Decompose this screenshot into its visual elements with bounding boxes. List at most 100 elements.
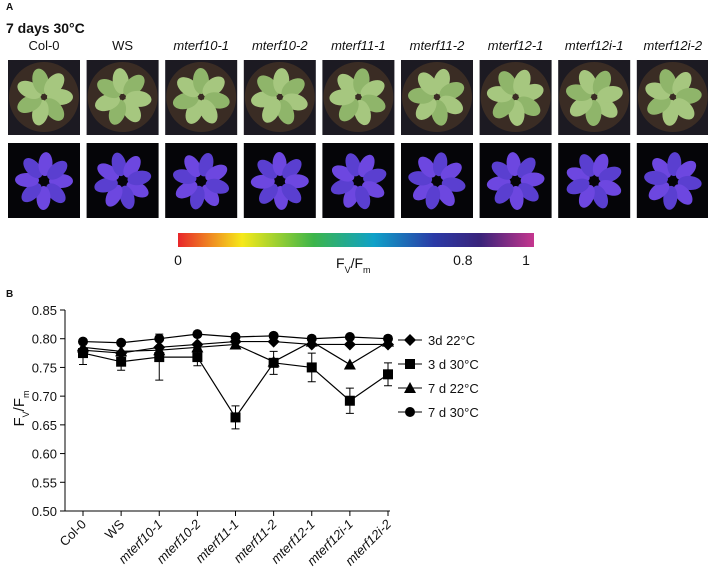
label-part: m [21,390,31,398]
legend-label: 3d 22°C [428,333,475,348]
axis-label: FV/Fm [11,390,31,426]
panel-label: B [6,289,13,300]
legend-label: 3 d 30°C [428,357,479,372]
genotype-label: mterf10-1 [173,38,229,53]
fluor-leaf [418,156,437,178]
fluor-leaf [509,186,524,210]
panel-title: 7 days 30°C [6,20,85,36]
fluor-leaf [282,159,302,179]
fluor-leaf [257,159,278,179]
point [306,362,317,373]
fluor-leaf [644,170,668,186]
point [116,356,127,367]
fluor-leaf [425,185,441,210]
fluor-leaf [648,181,670,201]
fluor-leaf [184,155,202,178]
point [77,341,89,353]
point [344,395,355,406]
y-tick-label: 0.65 [32,418,57,433]
leaf [262,98,281,123]
y-tick-label: 0.75 [32,360,57,375]
leaf [578,70,598,95]
legend-label: 7 d 22°C [428,381,479,396]
y-tick-label: 0.55 [32,475,57,490]
x-tick-label: WS [102,516,128,542]
leaf [43,98,65,121]
leaf [417,72,439,96]
point [116,337,127,348]
colorbar-tick-label: 0.8 [453,252,473,268]
label-part: /F [351,255,363,271]
fluor-leaf [345,153,361,177]
leaf [597,86,623,103]
leaf [125,90,152,107]
fluor-leaf [119,185,135,210]
point [383,333,393,344]
leaf [439,82,465,101]
fluor-leaf [47,160,68,180]
legend-marker [405,407,415,417]
colorbar-tick-label: 1 [522,252,530,268]
leaf [672,98,695,120]
fluor-photo [165,143,238,218]
leaf [360,80,385,100]
point [115,345,128,357]
genotype-label: mterf10-2 [252,38,308,53]
fluor-leaf [440,162,462,181]
leaf [276,99,295,125]
leaf [17,94,42,114]
leaf [492,96,515,119]
genotype-label: mterf12i-2 [644,38,703,53]
fluor-leaf [23,158,43,179]
point [306,333,317,344]
leaf [647,95,671,115]
legend-label: 7 d 30°C [428,405,479,420]
point [191,341,204,353]
fluor-leaf [175,181,198,199]
axis-label: FV/Fm [336,255,371,275]
point [343,358,356,370]
leaf [43,73,65,97]
genotype-label: mterf12-1 [488,38,544,53]
genotype-label: Col-0 [28,38,59,53]
legend-marker [405,359,415,369]
fluor-leaf [437,184,455,207]
point [267,355,280,367]
point [192,329,203,340]
fluor-leaf [205,164,228,182]
point [153,344,166,356]
fluor-leaf [205,178,230,194]
point [343,338,356,351]
point [229,338,242,350]
fluor-leaf [21,182,42,203]
label-part: F [11,417,28,426]
fluor-leaf [330,178,354,195]
colorbar-tick-label: 0 [174,252,182,268]
leaf [202,76,225,98]
fluor-leaf [46,183,66,204]
fluor-leaf [520,172,545,187]
fluor-leaf [281,183,302,204]
fluor-leaf [355,185,371,210]
fluor-leaf [675,160,697,180]
genotype-label: mterf12i-1 [565,38,624,53]
y-tick-label: 0.50 [32,504,57,519]
label-part: V [21,411,31,417]
colorbar [178,233,534,247]
point [78,336,88,347]
fluor-leaf [506,152,521,177]
genotype-label: WS [112,38,133,53]
leaf [513,69,531,95]
fluor-leaf [94,177,118,193]
legend-marker [404,382,416,393]
y-tick-label: 0.70 [32,389,57,404]
fluor-photo [558,143,631,218]
point [383,369,393,380]
leaf [198,99,218,124]
fluor-leaf [111,152,127,177]
genotype-label: mterf11-1 [331,38,386,53]
label-part: /F [11,398,28,411]
leaf [281,78,305,99]
label-part: V [345,265,351,275]
